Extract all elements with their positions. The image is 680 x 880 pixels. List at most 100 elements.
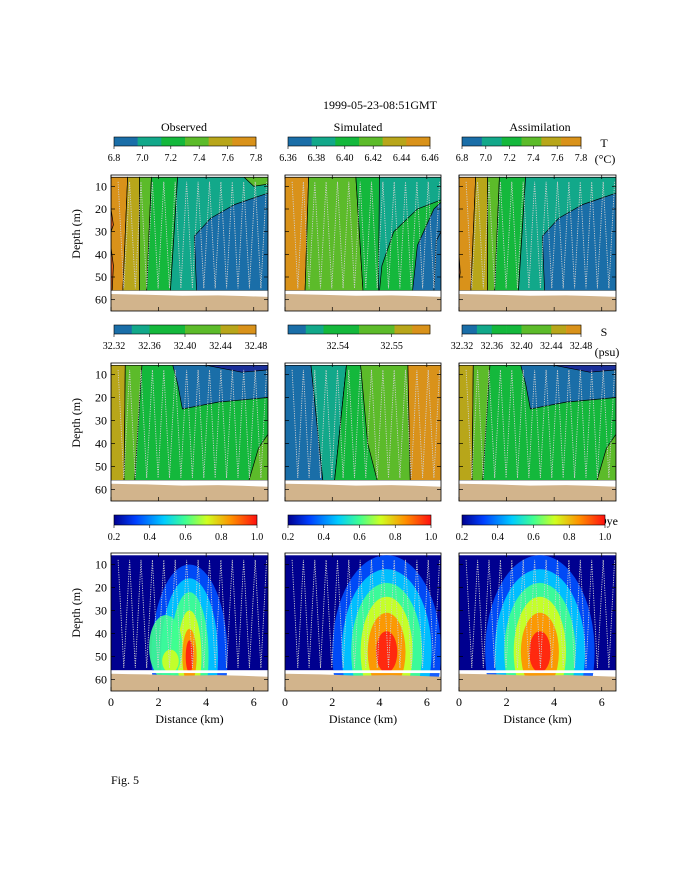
panel-dye-simulated [285,553,441,691]
colorbar-swatch [341,325,360,334]
x-tick-label: 2 [329,695,335,709]
contour-band [111,364,126,481]
colorbar-tick-label: 6.36 [279,153,297,164]
x-tick-label: 0 [108,695,114,709]
panel-salinity-simulated [285,363,441,501]
y-tick-label: 40 [95,627,107,641]
y-tick-label: 60 [95,673,107,687]
panel-temperature-simulated [285,175,441,311]
x-tick-label: 6 [424,695,430,709]
colorbar-frame [287,324,431,335]
colorbar-swatch [566,325,582,334]
colorbar-swatch [208,137,233,146]
colorbar-temperature-0: 6.8 7.0 7.2 7.4 7.6 7.8 [108,136,263,164]
colorbar-swatch [462,325,478,334]
water-gap [111,480,268,484]
x-tick-label: 4 [551,695,557,709]
colorbar-tick-label: 32.36 [138,341,161,352]
colorbar-tick-label: 32.32 [103,341,126,352]
colorbar-swatch [323,325,342,334]
x-tick-label: 6 [251,695,257,709]
panel-dye-assimilation [459,553,616,691]
colorbar-swatch [131,325,150,334]
colorbar-swatch [311,137,336,146]
colorbar-swatch [541,137,562,146]
colorbar-tick-label: 0.6 [527,532,540,543]
colorbar-swatch [376,325,395,334]
survey-track [117,369,268,479]
colorbar-tick-label: 6.8 [108,153,121,164]
survey-track [117,559,268,669]
colorbar-tick-label: 32.54 [326,341,349,352]
survey-track [291,559,441,669]
colorbar-swatch [288,137,312,146]
panel-frame [110,552,269,692]
column-title-simulated: Simulated [334,120,383,134]
colorbar-swatch [412,325,431,334]
colorbar-tick-label: 0.8 [215,532,228,543]
seabed [111,483,268,501]
seabed [285,483,441,501]
colorbar-swatch [220,325,239,334]
colorbar-swatch [491,325,507,334]
colorbar-swatch [149,325,168,334]
colorbar-gradient [113,514,258,526]
colorbar-tick-label: 32.44 [209,341,232,352]
x-tick-label: 2 [504,695,510,709]
contour-region [520,364,616,410]
contour-region [554,364,616,373]
contour-band [407,364,441,481]
panel-temperature-assimilation [459,175,616,311]
colorbar-tick-label: 7.4 [527,153,540,164]
colorbar-tick-label: 6.42 [364,153,382,164]
colorbar-tick-label: 32.44 [540,341,563,352]
contour-region [111,208,114,232]
figure-title: 1999-05-23-08:51GMT [323,98,438,112]
contour-band [459,364,474,481]
colorbar-gradient [287,514,432,526]
survey-track [291,369,441,479]
temperature-label: T [600,136,608,150]
temperature-unit: (°C) [595,152,616,166]
colorbar-salinity-0: 32.32 32.36 32.40 32.44 32.48 [103,324,268,352]
colorbar-swatch [561,137,582,146]
colorbar-tick-label: 0.2 [108,532,121,543]
colorbar-swatch [406,137,431,146]
colorbar-tick-label: 7.0 [480,153,493,164]
panel-frame [458,174,617,312]
colorbar-tick-label: 1.0 [251,532,264,543]
water-gap [111,290,268,294]
seabed [459,483,616,501]
colorbar-tick-label: 7.8 [575,153,588,164]
y-tick-label: 50 [95,460,107,474]
contour-region [193,192,268,291]
y-tick-label: 30 [95,604,107,618]
colorbar-swatch [476,325,493,334]
y-tick-label: 30 [95,225,107,239]
colorbar-swatch [161,137,186,146]
colorbar-swatch [536,325,552,334]
colorbar-gradient [461,514,606,526]
colorbar-swatch [185,137,209,146]
colorbar-frame [461,136,582,147]
colorbar-tick-label: 6.38 [308,153,326,164]
colorbar-swatch [481,137,502,146]
water-gap [459,670,616,674]
colorbar-tick-label: 7.8 [250,153,263,164]
salinity-unit: (psu) [595,345,620,359]
y-tick-label: 40 [95,437,107,451]
y-axis-label: Depth (m) [69,209,83,259]
contour-region [206,364,268,373]
colorbar-tick-label: 6.40 [336,153,354,164]
colorbar-tick-label: 7.2 [165,153,178,164]
water-gap [285,290,441,294]
colorbar-swatch [335,137,360,146]
colorbar-frame [113,136,257,147]
y-tick-label: 60 [95,483,107,497]
contour-region [243,176,268,187]
colorbar-tick-label: 6.8 [456,153,469,164]
colorbar-tick-label: 7.2 [503,153,516,164]
x-axis-label: Distance (km) [503,712,571,726]
colorbar-tick-label: 32.48 [245,341,268,352]
y-tick-label: 10 [95,558,107,572]
